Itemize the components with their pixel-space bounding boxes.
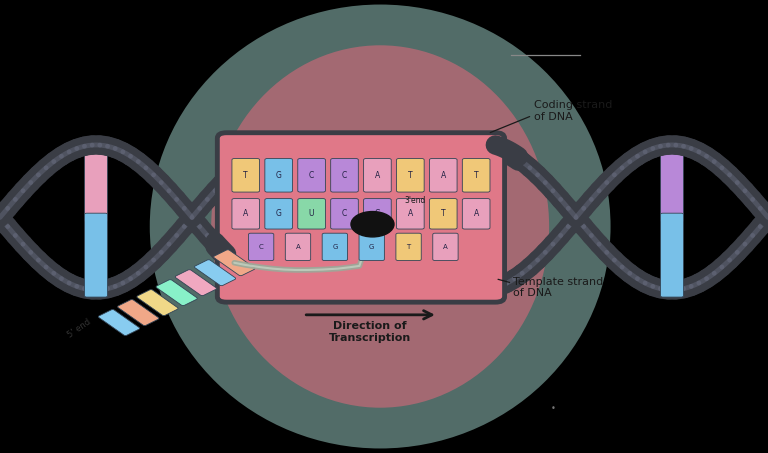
FancyBboxPatch shape xyxy=(462,159,490,192)
FancyBboxPatch shape xyxy=(359,233,384,260)
Text: G: G xyxy=(276,171,282,180)
Text: A: A xyxy=(443,244,448,250)
Text: A: A xyxy=(474,209,478,218)
FancyBboxPatch shape xyxy=(322,233,347,260)
FancyBboxPatch shape xyxy=(396,159,424,192)
FancyBboxPatch shape xyxy=(98,309,140,336)
Text: U: U xyxy=(309,209,314,218)
Text: A: A xyxy=(441,171,446,180)
FancyBboxPatch shape xyxy=(248,233,273,260)
FancyBboxPatch shape xyxy=(331,198,359,229)
FancyBboxPatch shape xyxy=(156,280,197,306)
FancyBboxPatch shape xyxy=(194,260,236,286)
Text: C: C xyxy=(342,171,347,180)
FancyBboxPatch shape xyxy=(175,270,217,296)
Text: 3'end: 3'end xyxy=(405,196,426,205)
FancyBboxPatch shape xyxy=(84,213,108,297)
FancyBboxPatch shape xyxy=(396,198,424,229)
Text: 5' end: 5' end xyxy=(65,317,92,339)
FancyBboxPatch shape xyxy=(660,138,684,222)
FancyBboxPatch shape xyxy=(214,250,255,276)
Text: C: C xyxy=(259,244,263,250)
Text: A: A xyxy=(408,209,413,218)
Text: G: G xyxy=(276,209,282,218)
Text: A: A xyxy=(243,209,248,218)
FancyBboxPatch shape xyxy=(429,159,457,192)
Text: A: A xyxy=(296,244,300,250)
FancyBboxPatch shape xyxy=(363,198,391,229)
FancyBboxPatch shape xyxy=(298,159,326,192)
FancyBboxPatch shape xyxy=(118,299,159,326)
FancyBboxPatch shape xyxy=(363,159,391,192)
Ellipse shape xyxy=(211,45,549,408)
Text: C: C xyxy=(342,209,347,218)
Text: G: G xyxy=(333,244,337,250)
Text: T: T xyxy=(243,171,248,180)
FancyBboxPatch shape xyxy=(265,198,293,229)
Text: T: T xyxy=(408,171,412,180)
Text: Template strand
of DNA: Template strand of DNA xyxy=(513,277,604,299)
FancyBboxPatch shape xyxy=(217,133,505,302)
FancyBboxPatch shape xyxy=(137,289,178,316)
Text: A: A xyxy=(375,171,380,180)
FancyBboxPatch shape xyxy=(285,233,310,260)
FancyBboxPatch shape xyxy=(265,159,293,192)
FancyBboxPatch shape xyxy=(84,138,108,222)
Text: G: G xyxy=(369,244,374,250)
Text: Coding strand
of DNA: Coding strand of DNA xyxy=(534,100,612,122)
Text: Direction of
Transcription: Direction of Transcription xyxy=(329,321,412,343)
Circle shape xyxy=(351,212,394,237)
Text: •: • xyxy=(551,404,555,413)
Text: C: C xyxy=(375,209,380,218)
Text: T: T xyxy=(406,244,411,250)
FancyBboxPatch shape xyxy=(660,213,684,297)
Text: C: C xyxy=(309,171,314,180)
FancyBboxPatch shape xyxy=(462,198,490,229)
FancyBboxPatch shape xyxy=(433,233,458,260)
FancyBboxPatch shape xyxy=(232,198,260,229)
FancyBboxPatch shape xyxy=(429,198,457,229)
FancyBboxPatch shape xyxy=(232,159,260,192)
Text: T: T xyxy=(441,209,445,218)
FancyBboxPatch shape xyxy=(396,233,421,260)
Ellipse shape xyxy=(150,5,611,448)
FancyBboxPatch shape xyxy=(298,198,326,229)
Text: T: T xyxy=(474,171,478,180)
FancyBboxPatch shape xyxy=(331,159,359,192)
